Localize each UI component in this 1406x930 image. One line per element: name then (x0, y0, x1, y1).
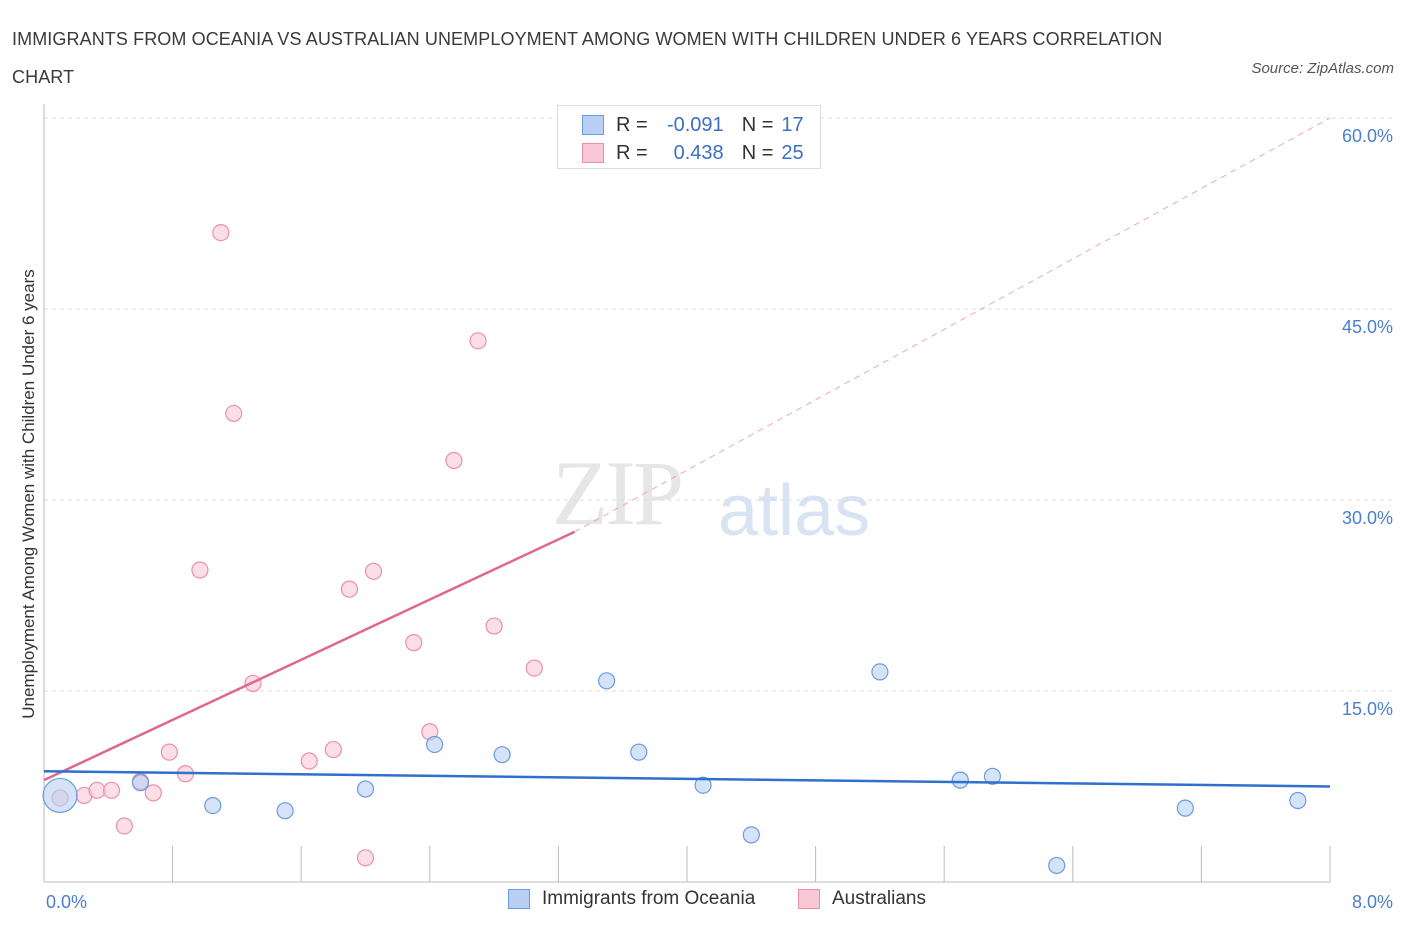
legend-row-australians: R = 0.438 N = 25 (582, 139, 804, 167)
y-tick-label: 60.0% (1342, 126, 1393, 146)
legend-swatch-oceania (582, 115, 604, 135)
point-australians (225, 404, 243, 423)
chart-title: IMMIGRANTS FROM OCEANIA VS AUSTRALIAN UN… (12, 29, 1163, 87)
legend-swatch-australians (582, 143, 604, 163)
point-oceania (951, 771, 969, 789)
stats-legend: R = -0.091 N = 17 R = 0.438 N = 25 (557, 105, 821, 169)
point-oceania (131, 774, 150, 792)
point-australians (445, 451, 463, 470)
legend-n-label: N = (741, 141, 774, 164)
point-oceania (983, 767, 1002, 785)
watermark-zip: ZIP (552, 442, 684, 544)
point-oceania (694, 776, 712, 794)
point-oceania (630, 743, 648, 761)
point-australians (340, 580, 359, 598)
point-oceania (204, 796, 222, 815)
point-oceania (42, 777, 78, 814)
bottom-legend-oceania: Immigrants from Oceania (508, 888, 755, 910)
point-australians (102, 781, 121, 799)
bottom-legend-label-australians: Australians (832, 888, 926, 909)
point-oceania (1176, 799, 1194, 817)
legend-n-value-australians: 25 (781, 141, 804, 164)
y-tick-label: 15.0% (1342, 699, 1393, 719)
point-oceania (598, 672, 616, 690)
point-australians (144, 784, 162, 802)
x-tick-label: 0.0% (46, 892, 87, 912)
trend-line-australians (43, 530, 576, 782)
point-oceania (742, 826, 760, 844)
source-label: Source: ZipAtlas.com (1251, 60, 1394, 77)
bottom-legend-swatch-oceania (508, 889, 530, 909)
point-oceania (356, 780, 375, 798)
point-australians (300, 752, 318, 770)
bottom-legend-swatch-australians (798, 889, 820, 909)
point-australians (485, 617, 503, 635)
point-oceania (871, 663, 889, 681)
y-tick-label: 30.0% (1342, 508, 1393, 528)
point-australians (356, 849, 375, 867)
watermark-atlas: atlas (718, 471, 871, 551)
legend-n-label: N = (741, 113, 774, 136)
point-australians (525, 659, 543, 677)
point-oceania (426, 735, 444, 754)
trend-line-australians-extended (574, 117, 1331, 533)
point-australians (324, 740, 342, 759)
legend-r-label: R = (616, 113, 648, 136)
legend-r-value-oceania: -0.091 (666, 113, 724, 136)
point-australians (405, 634, 423, 652)
point-australians (191, 561, 209, 579)
point-oceania (1289, 791, 1307, 810)
point-oceania (493, 746, 511, 764)
legend-r-label: R = (616, 141, 648, 164)
x-tick-label: 8.0% (1352, 892, 1393, 912)
legend-r-value-australians: 0.438 (673, 141, 724, 164)
bottom-legend-label-oceania: Immigrants from Oceania (542, 888, 756, 909)
legend-row-oceania: R = -0.091 N = 17 (582, 111, 804, 139)
point-australians (212, 224, 230, 242)
point-oceania (1048, 856, 1066, 875)
point-australians (364, 562, 383, 580)
point-australians (469, 332, 487, 350)
trend-line-oceania (43, 769, 1331, 788)
point-australians (115, 817, 133, 835)
point-australians (160, 743, 178, 761)
y-axis-label: Unemployment Among Women with Children U… (19, 269, 38, 718)
point-oceania (276, 802, 294, 820)
point-australians (88, 781, 106, 799)
y-tick-label: 45.0% (1342, 317, 1393, 337)
bottom-legend-australians: Australians (798, 888, 926, 910)
legend-n-value-oceania: 17 (781, 113, 804, 136)
